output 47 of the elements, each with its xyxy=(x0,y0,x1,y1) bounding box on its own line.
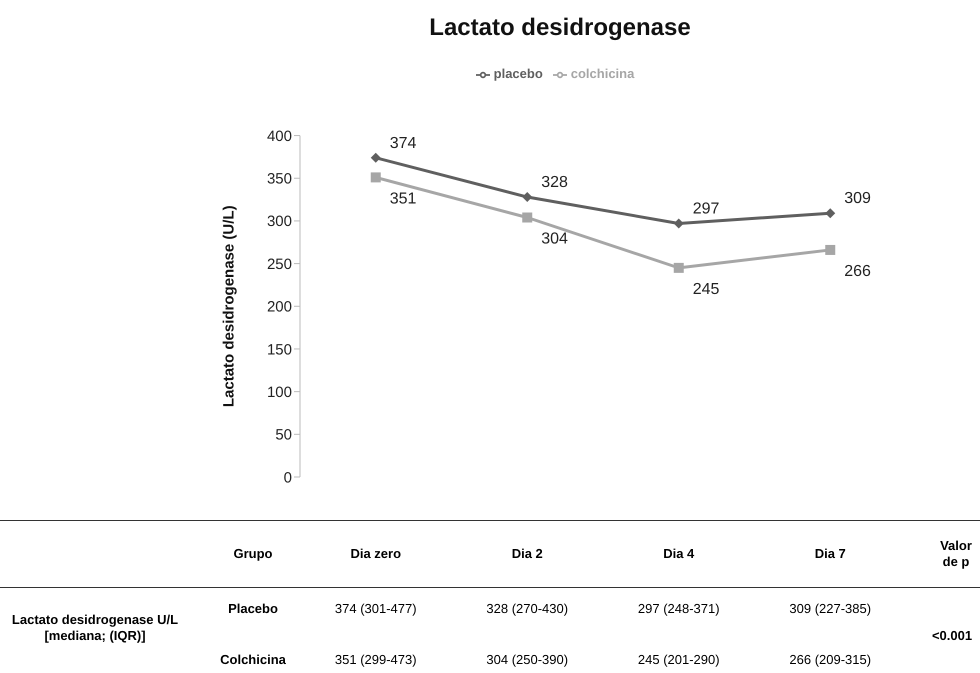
text: Valor de p xyxy=(939,538,973,570)
x-tick-label: Dia zero xyxy=(349,546,402,562)
y-axis-title: Lactato desidrogenase (U/L) xyxy=(220,205,238,408)
point xyxy=(674,262,684,273)
y-tick-label: 150 xyxy=(266,341,292,358)
data-label: 304 xyxy=(541,230,568,248)
data-label: 351 xyxy=(390,190,417,208)
y-tick-label: 400 xyxy=(266,128,292,145)
text: Colchicina xyxy=(219,652,287,668)
text: Placebo xyxy=(227,601,279,617)
text: 374 (301-477) xyxy=(334,601,418,617)
y-tick-label: 100 xyxy=(266,384,292,401)
x-tick-label: Dia 2 xyxy=(510,546,544,562)
data-label: 374 xyxy=(390,134,417,152)
text: <0.001 xyxy=(930,628,974,643)
y-tick-label: 0 xyxy=(284,469,292,486)
legend-label: placebo xyxy=(494,66,543,81)
point xyxy=(825,208,836,218)
point xyxy=(522,212,532,223)
text: Grupo xyxy=(232,546,274,562)
y-tick-label: 350 xyxy=(266,170,292,188)
data-label: 328 xyxy=(541,174,568,192)
data-label: 297 xyxy=(692,200,720,218)
point xyxy=(370,152,381,163)
y-tick-label: 50 xyxy=(275,426,292,444)
point xyxy=(825,244,836,255)
text: 266 (209-315) xyxy=(788,652,872,668)
text: 328 (270-430) xyxy=(485,601,570,617)
text: 297 (248-371) xyxy=(636,601,721,617)
y-tick-label: 300 xyxy=(266,213,292,230)
text: 309 (227-385) xyxy=(788,601,872,617)
text: 304 (250-390) xyxy=(485,652,570,668)
point xyxy=(674,218,684,228)
text: Lactato desidrogenase U/L [mediana; (IQR)] xyxy=(10,612,180,644)
legend-label: colchicina xyxy=(570,66,634,81)
data-label: 266 xyxy=(844,262,872,280)
point xyxy=(522,192,532,202)
y-tick-label: 250 xyxy=(266,256,292,273)
y-tick-label: 200 xyxy=(266,298,292,316)
data-label: 245 xyxy=(692,280,720,298)
x-tick-label: Dia 4 xyxy=(662,546,696,562)
text: 245 (201-290) xyxy=(636,652,721,668)
x-tick-label: Dia 7 xyxy=(814,546,847,562)
text: 351 (299-473) xyxy=(334,652,418,668)
point xyxy=(370,172,381,182)
chart-title: Lactato desidrogenase xyxy=(428,14,692,42)
data-label: 309 xyxy=(844,190,872,208)
